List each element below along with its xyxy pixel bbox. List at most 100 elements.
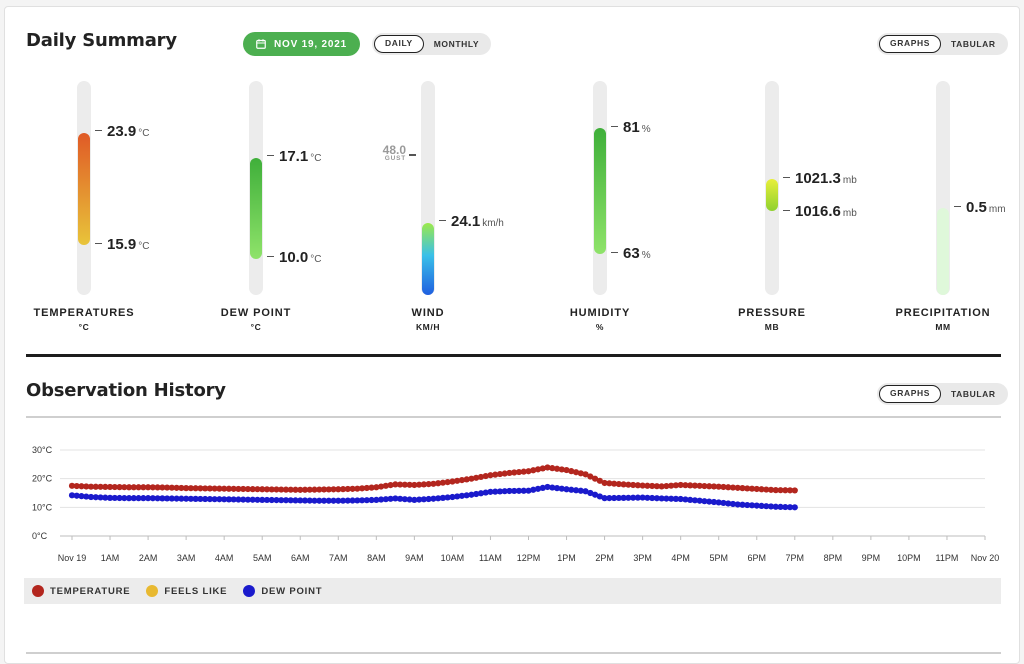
legend-dew-point[interactable]: DEW POINT (243, 585, 322, 597)
temperature-point (677, 481, 684, 489)
y-tick-label: 20°C (32, 474, 53, 484)
temperature-point (373, 484, 380, 491)
temperature-point (387, 482, 394, 489)
temperature-point (449, 478, 456, 485)
dew-point-point (449, 493, 456, 501)
temperature-point (406, 481, 413, 488)
dew-point-label: DEW POINT °C (220, 307, 292, 332)
temperature-point (572, 469, 580, 476)
dew-point-point (73, 492, 80, 499)
temperature-point (430, 480, 437, 487)
dew-point-point (458, 492, 466, 499)
temperature-point (197, 485, 204, 492)
history-graphs-option[interactable]: GRAPHS (879, 385, 941, 403)
temperature-point (782, 487, 789, 494)
temperature-point (473, 474, 480, 481)
temperature-range-bar (78, 133, 90, 245)
daily-option[interactable]: DAILY (374, 35, 424, 53)
temperature-point (311, 486, 318, 493)
temperature-point (639, 482, 646, 489)
dew-point-point (720, 499, 727, 507)
temperature-point (420, 481, 427, 488)
temperature-point (701, 482, 708, 490)
dew-point-point (211, 496, 218, 503)
dew-point-point (734, 501, 741, 508)
history-header-divider (26, 416, 1001, 418)
temperature-point (244, 485, 252, 493)
humidity-range-bar (594, 128, 606, 254)
calendar-icon (256, 39, 266, 49)
temperature-point (287, 486, 294, 493)
monthly-option[interactable]: MONTHLY (433, 39, 480, 49)
temperature-point (235, 485, 242, 493)
temperature-point (425, 481, 432, 488)
humidity-label: HUMIDITY% (569, 307, 631, 332)
dew-point-point (235, 496, 242, 503)
dew-point-point (282, 497, 290, 504)
history-tabular-option[interactable]: TABULAR (950, 389, 996, 399)
summary-tabular-option[interactable]: TABULAR (950, 39, 996, 49)
dew-point-point (520, 487, 527, 494)
x-tick-label: 12PM (517, 553, 541, 563)
temperature-point (696, 482, 703, 489)
dew-point-point (144, 495, 152, 502)
temperature-label: TEMPERATURES °C (33, 307, 135, 332)
temperature-track (77, 81, 91, 295)
dew-point-point (444, 494, 451, 501)
temperature-point (744, 485, 751, 492)
dew-point-point (406, 496, 413, 503)
dew-point-point (97, 494, 104, 501)
temperature-point (268, 486, 275, 493)
date-picker-button[interactable]: NOV 19, 2021 (243, 32, 360, 56)
x-tick-label: 2PM (595, 553, 614, 563)
dew-point-point (663, 495, 670, 502)
temperature-point (596, 477, 603, 484)
summary-graphs-option[interactable]: GRAPHS (879, 35, 941, 53)
humidity-low: 63% (611, 245, 651, 262)
temperature-point (282, 486, 290, 493)
dew-point-point (658, 495, 665, 502)
dew-point-point (691, 497, 699, 504)
dew-point-point (753, 502, 760, 509)
temperature-point (102, 483, 109, 491)
dew-point-point (615, 494, 622, 502)
temperature-point (644, 482, 651, 489)
wind-speed: 24.1 km/h (439, 213, 504, 230)
y-tick-label: 0°C (32, 531, 48, 541)
dew-point-point (230, 496, 237, 503)
dew-point-point (301, 497, 309, 504)
temperature-point (221, 485, 228, 492)
dew-point-point (92, 494, 99, 501)
dew-point-point (777, 503, 784, 511)
dew-point-point (183, 495, 190, 502)
temperature-point (111, 483, 118, 491)
pressure-high: 1021.3 mb (783, 170, 857, 187)
temperature-swatch (32, 585, 44, 597)
legend-feels-like[interactable]: FEELS LIKE (146, 585, 227, 597)
x-tick-label: 7AM (329, 553, 348, 563)
dew-point-point (511, 487, 518, 495)
dew-point-point (492, 488, 499, 495)
dew-point-high: 17.1 °C (267, 148, 321, 165)
dew-point-point (729, 500, 737, 508)
temperature-point (73, 482, 80, 490)
dew-point-point (630, 494, 637, 501)
dew-point-point (154, 495, 161, 502)
dew-point-point (744, 501, 751, 509)
legend-temperature[interactable]: TEMPERATURE (32, 585, 130, 597)
temperature-point (135, 484, 142, 491)
dew-point-point (87, 493, 95, 501)
dew-point-point (240, 496, 247, 503)
dew-point-point (625, 494, 632, 501)
dew-point-point (596, 493, 603, 500)
dew-point-point (306, 497, 313, 504)
dew-point-point (791, 504, 798, 511)
temperature-point (363, 484, 370, 492)
temperature-point (620, 481, 627, 488)
temperature-point (306, 486, 313, 493)
temperature-point (106, 483, 114, 491)
x-tick-label: 8AM (367, 553, 386, 563)
temperature-low: 15.9 °C (95, 236, 149, 253)
dew-point-point (682, 496, 689, 503)
x-tick-label: 5AM (253, 553, 272, 563)
